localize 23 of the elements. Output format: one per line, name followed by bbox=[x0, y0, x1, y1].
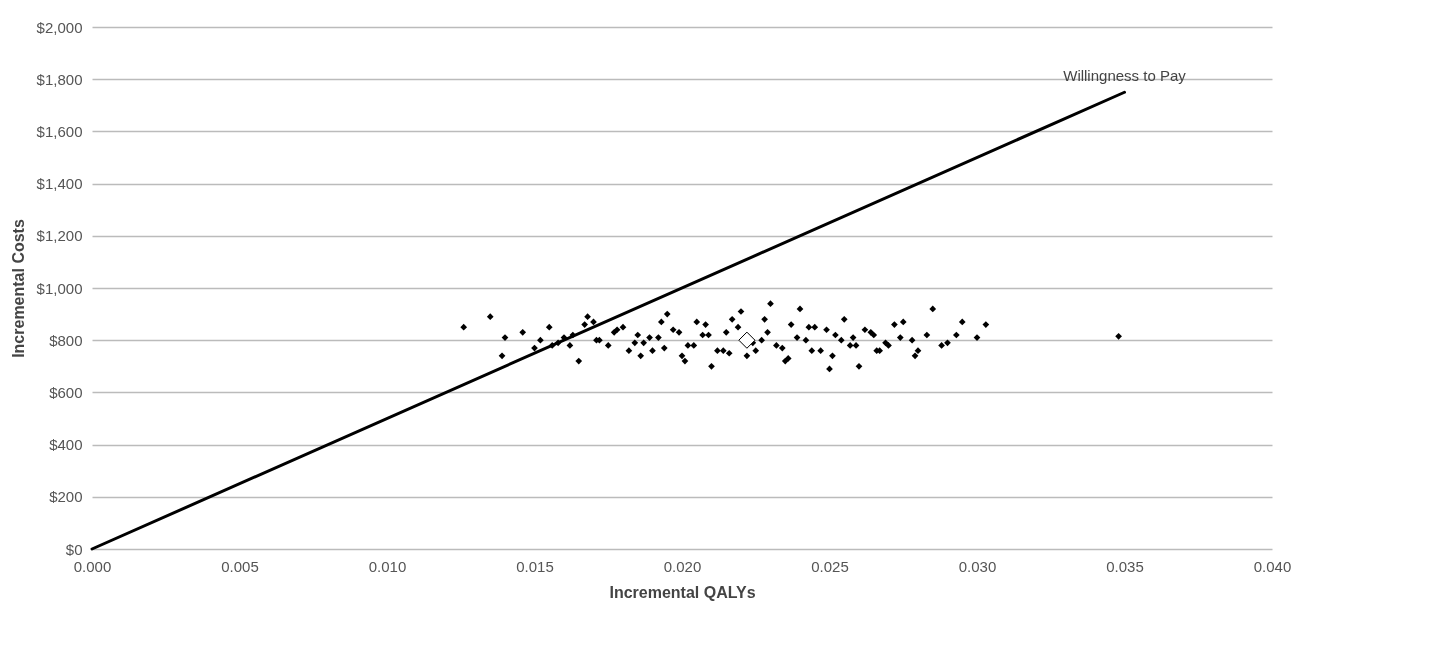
x-tick-label: 0.015 bbox=[516, 557, 554, 575]
x-tick-label: 0.035 bbox=[1106, 557, 1144, 575]
y-tick-label: $1,200 bbox=[36, 227, 83, 245]
y-tick-label: $1,400 bbox=[36, 175, 83, 193]
y-tick-label: $1,600 bbox=[36, 122, 83, 140]
y-axis-title: Incremental Costs bbox=[9, 219, 27, 358]
y-tick-label: $600 bbox=[49, 383, 83, 401]
x-tick-label: 0.040 bbox=[1253, 557, 1292, 575]
x-tick-label: 0.020 bbox=[663, 557, 702, 575]
y-tick-label: $400 bbox=[49, 436, 83, 454]
x-tick-label: 0.000 bbox=[73, 557, 112, 575]
y-tick-label: $1,800 bbox=[36, 70, 83, 88]
y-tick-label: $800 bbox=[49, 331, 83, 349]
y-tick-label: $2,000 bbox=[36, 18, 83, 36]
y-tick-label: $0 bbox=[65, 540, 83, 558]
x-tick-label: 0.005 bbox=[221, 557, 259, 575]
series-label: Willingness to Pay bbox=[1063, 67, 1187, 85]
x-tick-label: 0.025 bbox=[811, 557, 849, 575]
y-tick-label: $200 bbox=[49, 488, 83, 506]
y-tick-label: $1,000 bbox=[36, 279, 83, 297]
x-tick-label: 0.010 bbox=[368, 557, 407, 575]
x-tick-label: 0.030 bbox=[958, 557, 997, 575]
x-axis-title: Incremental QALYs bbox=[609, 583, 756, 601]
